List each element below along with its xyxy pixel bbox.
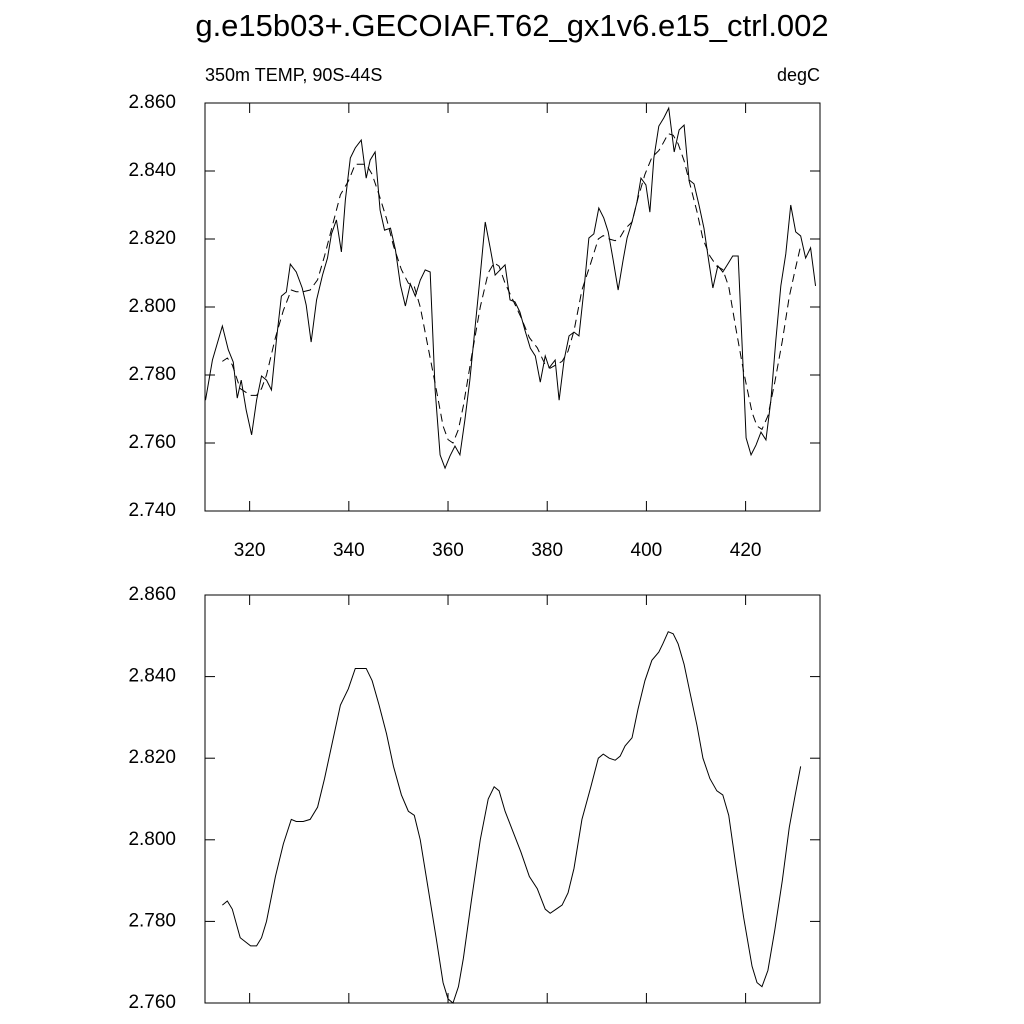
data-line: [205, 106, 817, 470]
y-tick-label: 2.800: [128, 829, 176, 850]
y-tick-label: 2.760: [128, 992, 176, 1013]
y-tick-label: 2.740: [128, 500, 176, 521]
y-tick-label: 2.840: [128, 666, 176, 687]
x-tick-label: 380: [531, 540, 563, 561]
x-tick-label: 320: [234, 540, 266, 561]
y-tick-label: 2.800: [128, 296, 176, 317]
plot-frame: [204, 594, 821, 1004]
y-tick-label: 2.820: [128, 228, 176, 249]
x-tick-label: 360: [432, 540, 464, 561]
y-tick-label: 2.780: [128, 364, 176, 385]
y-tick-label: 2.760: [128, 432, 176, 453]
y-tick-label: 2.780: [128, 910, 176, 931]
y-tick-label: 2.860: [128, 92, 176, 113]
x-tick-label: 340: [333, 540, 365, 561]
y-tick-label: 2.820: [128, 747, 176, 768]
right-string: degC: [777, 65, 820, 85]
x-tick-label: 400: [631, 540, 663, 561]
y-tick-label: 2.860: [128, 584, 176, 605]
x-tick-label: 420: [730, 540, 762, 561]
chart-title: g.e15b03+.GECOIAF.T62_gx1v6.e15_ctrl.002: [195, 8, 828, 43]
y-tick-label: 2.840: [128, 160, 176, 181]
data-line: [222, 631, 802, 1004]
plot-frame: [204, 102, 821, 512]
left-string: 350m TEMP, 90S-44S: [205, 65, 382, 85]
data-line: [222, 132, 802, 444]
